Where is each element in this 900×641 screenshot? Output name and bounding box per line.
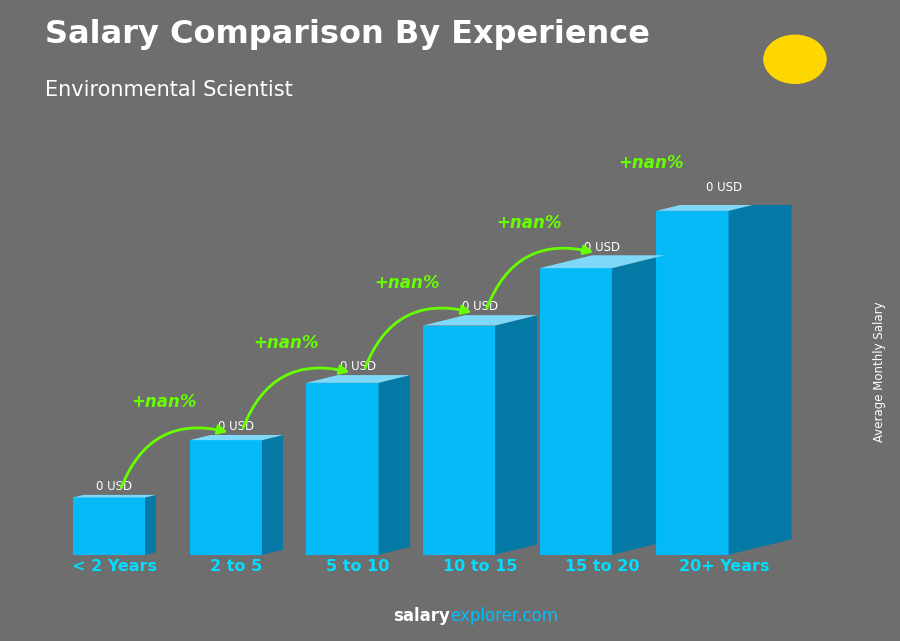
Text: 0 USD: 0 USD (584, 240, 620, 254)
Polygon shape (423, 326, 495, 555)
Text: +nan%: +nan% (130, 394, 196, 412)
Text: 20+ Years: 20+ Years (679, 559, 770, 574)
Text: Salary Comparison By Experience: Salary Comparison By Experience (45, 19, 650, 50)
Text: 10 to 15: 10 to 15 (443, 559, 518, 574)
Polygon shape (190, 435, 283, 440)
Circle shape (764, 35, 826, 83)
Polygon shape (728, 196, 791, 555)
Text: +nan%: +nan% (618, 154, 684, 172)
Text: 0 USD: 0 USD (462, 301, 498, 313)
Text: 0 USD: 0 USD (340, 360, 376, 373)
Text: +nan%: +nan% (497, 214, 562, 232)
Text: +nan%: +nan% (253, 333, 319, 351)
Text: salary: salary (393, 607, 450, 625)
Polygon shape (540, 268, 612, 555)
Text: +nan%: +nan% (374, 274, 440, 292)
Polygon shape (495, 315, 537, 555)
Text: Average Monthly Salary: Average Monthly Salary (874, 301, 886, 442)
Text: 0 USD: 0 USD (706, 181, 742, 194)
Polygon shape (612, 255, 664, 555)
Polygon shape (379, 375, 410, 555)
Text: 15 to 20: 15 to 20 (564, 559, 639, 574)
Polygon shape (540, 255, 664, 268)
Polygon shape (423, 315, 537, 326)
Polygon shape (73, 497, 145, 555)
Polygon shape (145, 495, 156, 555)
Text: 5 to 10: 5 to 10 (327, 559, 390, 574)
Text: 0 USD: 0 USD (96, 480, 132, 493)
Polygon shape (306, 375, 410, 383)
Text: < 2 Years: < 2 Years (72, 559, 157, 574)
Polygon shape (73, 495, 156, 497)
Polygon shape (656, 211, 728, 555)
Polygon shape (656, 196, 791, 211)
Polygon shape (190, 440, 262, 555)
Text: explorer.com: explorer.com (450, 607, 558, 625)
Text: 0 USD: 0 USD (218, 420, 255, 433)
Text: Environmental Scientist: Environmental Scientist (45, 80, 292, 100)
Text: 2 to 5: 2 to 5 (211, 559, 263, 574)
Polygon shape (262, 435, 283, 555)
Polygon shape (306, 383, 379, 555)
